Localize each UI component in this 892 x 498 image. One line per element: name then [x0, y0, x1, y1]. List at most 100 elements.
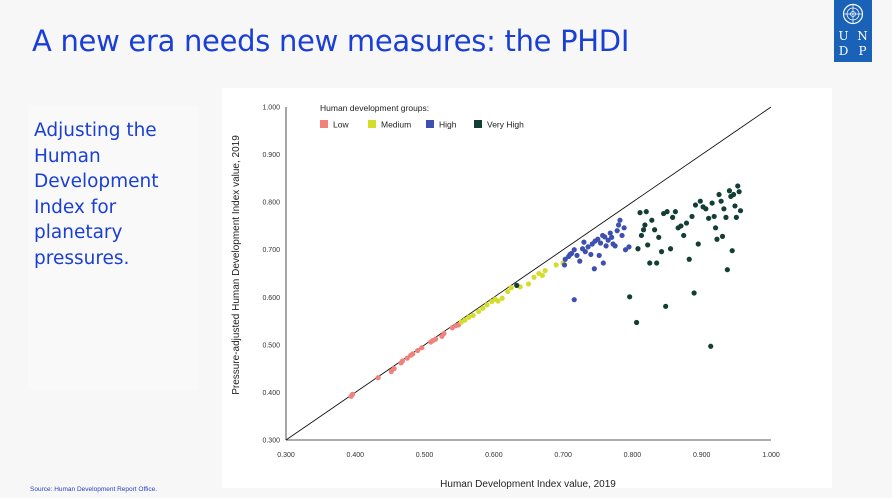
very-high-point	[627, 294, 633, 300]
low-point	[349, 391, 356, 397]
very-high-point	[678, 223, 684, 229]
high-point	[600, 260, 606, 266]
side-text: Adjusting the Human Development Index fo…	[34, 120, 159, 269]
very-high-point	[692, 202, 699, 208]
very-high-point	[652, 227, 658, 233]
very-high-point	[663, 303, 669, 309]
very-high-point	[637, 210, 643, 216]
legend-swatch-low	[320, 120, 328, 128]
very-high-point	[656, 234, 662, 240]
very-high-point	[689, 213, 695, 220]
medium-point	[462, 317, 468, 323]
very-high-point	[716, 191, 722, 198]
very-high-point	[697, 198, 703, 204]
high-point	[612, 243, 618, 249]
high-point	[614, 228, 620, 234]
very-high-point	[706, 215, 712, 221]
undp-logo: U N D P	[834, 0, 872, 62]
very-high-point	[642, 222, 648, 228]
very-high-point	[640, 227, 647, 233]
medium-point	[531, 274, 537, 280]
medium-point	[484, 302, 490, 308]
un-emblem-icon	[842, 3, 864, 25]
logo-letter: P	[858, 44, 867, 58]
legend-label-very-high: Very High	[487, 120, 524, 130]
very-high-point	[691, 290, 697, 296]
high-point	[626, 244, 632, 250]
very-high-point	[723, 214, 729, 220]
very-high-point	[695, 241, 701, 247]
logo-letter: D	[838, 44, 849, 58]
very-high-point	[683, 220, 690, 226]
logo-letter: N	[857, 29, 868, 43]
medium-point	[466, 314, 472, 320]
low-point	[415, 347, 421, 354]
very-high-point	[703, 206, 709, 212]
medium-point	[542, 268, 548, 274]
very-high-point	[672, 209, 678, 215]
very-high-point	[736, 189, 742, 195]
very-high-point	[686, 256, 692, 262]
very-high-point	[514, 282, 520, 288]
low-point	[375, 375, 381, 381]
medium-point	[553, 262, 559, 268]
high-point	[597, 240, 604, 246]
very-high-point	[712, 225, 719, 231]
very-high-point	[726, 188, 733, 194]
high-point	[605, 237, 611, 243]
slide-title: A new era needs new measures: the PHDI	[32, 24, 630, 58]
very-high-point	[643, 209, 649, 215]
legend-label-high: High	[439, 120, 457, 130]
medium-point	[476, 308, 482, 315]
medium-point	[470, 312, 476, 318]
very-high-point	[654, 260, 660, 266]
very-high-point	[645, 242, 651, 248]
legend-label-medium: Medium	[381, 120, 411, 130]
x-tick-label: 0.900	[693, 452, 711, 459]
reference-line	[285, 106, 772, 441]
x-tick-label: 0.800	[624, 452, 642, 459]
very-high-point	[681, 232, 687, 239]
legend-swatch-medium	[368, 120, 376, 128]
very-high-point	[729, 248, 735, 254]
legend-title: Human development groups:	[320, 103, 429, 113]
medium-point	[505, 288, 511, 295]
very-high-point	[718, 198, 724, 204]
y-tick-label: 0.300	[262, 438, 280, 445]
very-high-point	[719, 233, 726, 239]
high-point	[596, 252, 602, 259]
logo-letter: U	[838, 29, 849, 43]
high-point	[571, 247, 577, 253]
very-high-point	[732, 203, 738, 209]
y-tick-label: 0.700	[262, 247, 280, 254]
x-tick-label: 0.300	[277, 452, 295, 459]
high-point	[588, 251, 594, 258]
legend-label-low: Low	[333, 120, 349, 130]
very-high-point	[649, 217, 655, 223]
very-high-point	[724, 267, 730, 273]
high-point	[617, 217, 623, 223]
x-tick-label: 0.400	[347, 452, 365, 459]
high-point	[582, 249, 588, 255]
high-point	[577, 258, 583, 264]
medium-point	[525, 281, 532, 287]
low-point	[439, 333, 445, 339]
very-high-point	[709, 200, 715, 206]
legend-swatch-high	[426, 120, 434, 128]
high-point	[603, 243, 609, 249]
high-point	[567, 251, 573, 258]
very-high-point	[730, 191, 737, 198]
low-point	[391, 366, 397, 372]
very-high-point	[721, 206, 727, 212]
source-note: Source: Human Development Report Office.	[30, 486, 158, 493]
y-tick-label: 0.400	[262, 390, 280, 397]
high-point	[581, 239, 587, 245]
high-point	[571, 297, 577, 303]
high-point	[585, 244, 591, 250]
very-high-point	[633, 319, 640, 326]
y-tick-label: 1.000	[262, 105, 280, 112]
medium-point	[539, 272, 545, 279]
low-point	[410, 351, 416, 357]
high-point	[619, 232, 625, 239]
